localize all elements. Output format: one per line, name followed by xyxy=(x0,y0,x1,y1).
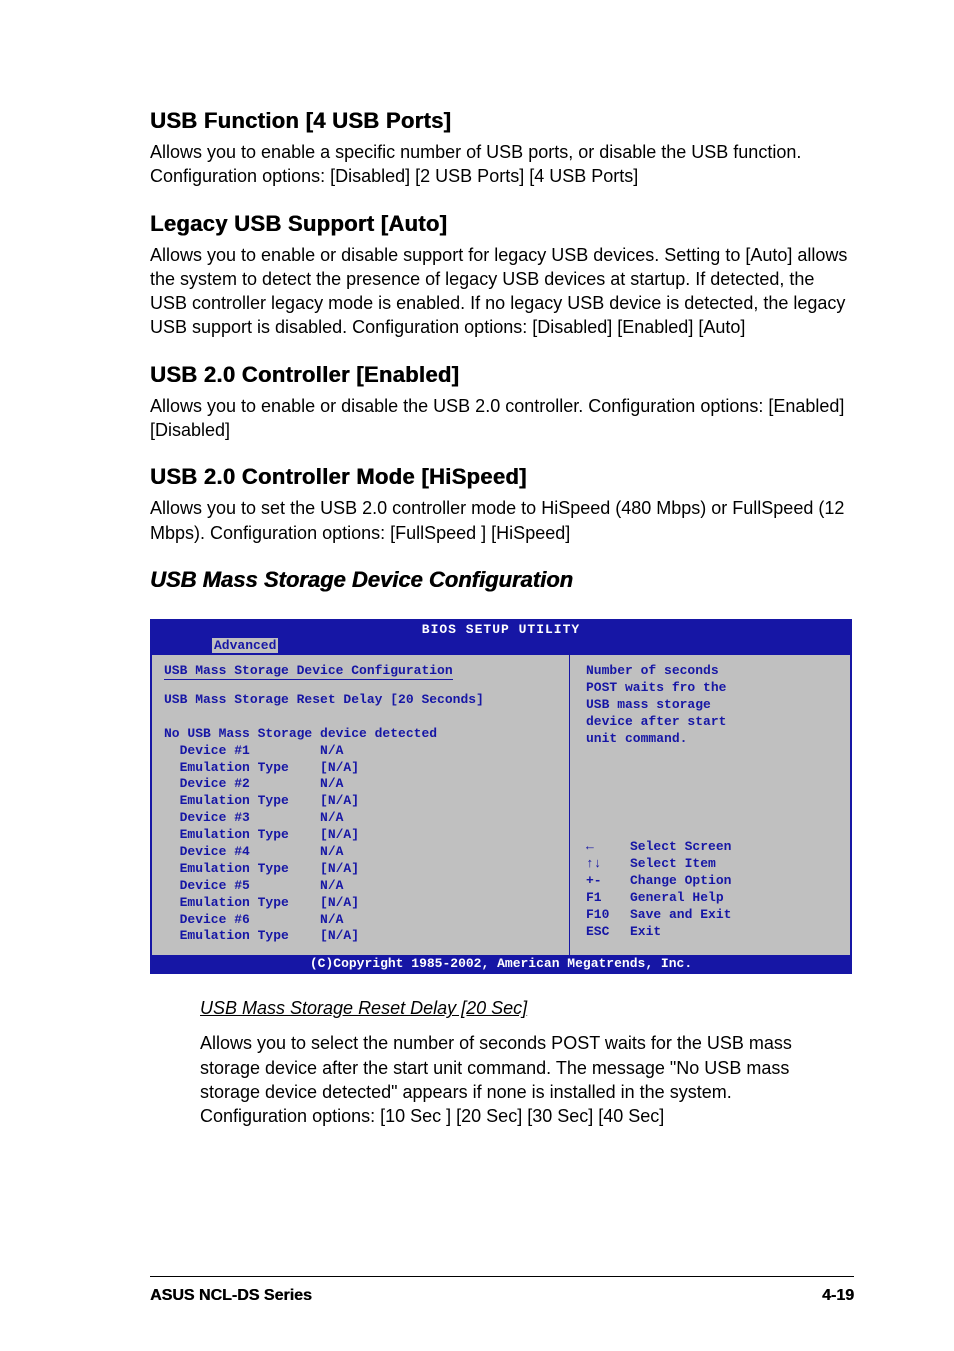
bios-device-list: Device #1 N/A Emulation Type [N/A] Devic… xyxy=(164,743,557,946)
bios-help-line: Number of seconds xyxy=(586,663,838,680)
bios-nav-key: +- xyxy=(586,873,630,890)
bios-nav-key: ESC xyxy=(586,924,630,941)
bios-right-panel: Number of secondsPOST waits fro theUSB m… xyxy=(570,655,850,955)
bios-emulation-row: Emulation Type [N/A] xyxy=(164,760,557,777)
heading-usb20-mode: USB 2.0 Controller Mode [HiSpeed] xyxy=(150,464,854,490)
document-page: USB Function [4 USB Ports] Allows you to… xyxy=(0,0,954,1351)
bios-device-row: Device #5 N/A xyxy=(164,878,557,895)
bios-tabbar: Advanced xyxy=(152,638,850,655)
bios-nav-label: Select Item xyxy=(630,856,716,873)
bios-nav-row: ←Select Screen xyxy=(586,839,838,856)
bios-help-line: unit command. xyxy=(586,731,838,748)
bios-no-device-line: No USB Mass Storage device detected xyxy=(164,726,557,743)
bios-nav-label: Exit xyxy=(630,924,661,941)
bios-device-row: Device #1 N/A xyxy=(164,743,557,760)
body-usb20-controller: Allows you to enable or disable the USB … xyxy=(150,394,854,443)
sub-body-reset-delay: Allows you to select the number of secon… xyxy=(200,1031,804,1128)
bios-nav-help: ←Select Screen↑↓Select Item+-Change Opti… xyxy=(586,839,838,940)
bios-left-panel: USB Mass Storage Device Configuration US… xyxy=(152,655,570,955)
footer-left: ASUS NCL-DS Series xyxy=(150,1287,312,1305)
bios-nav-label: Change Option xyxy=(630,873,731,890)
bios-section-title: USB Mass Storage Device Configuration xyxy=(164,663,453,680)
bios-emulation-row: Emulation Type [N/A] xyxy=(164,928,557,945)
bios-tab-advanced: Advanced xyxy=(212,638,278,653)
bios-copyright: (C)Copyright 1985-2002, American Megatre… xyxy=(152,955,850,972)
body-usb20-mode: Allows you to set the USB 2.0 controller… xyxy=(150,496,854,545)
bios-help-line: USB mass storage xyxy=(586,697,838,714)
bios-device-row: Device #6 N/A xyxy=(164,912,557,929)
bios-body: USB Mass Storage Device Configuration US… xyxy=(152,655,850,955)
bios-reset-delay-line: USB Mass Storage Reset Delay [20 Seconds… xyxy=(164,692,557,709)
heading-mass-storage: USB Mass Storage Device Configuration xyxy=(150,567,854,593)
bios-nav-label: Select Screen xyxy=(630,839,731,856)
bios-nav-row: ↑↓Select Item xyxy=(586,856,838,873)
bios-device-row: Device #2 N/A xyxy=(164,776,557,793)
body-usb-function: Allows you to enable a specific number o… xyxy=(150,140,854,189)
bios-device-row: Device #4 N/A xyxy=(164,844,557,861)
bios-emulation-row: Emulation Type [N/A] xyxy=(164,861,557,878)
bios-nav-label: General Help xyxy=(630,890,724,907)
page-footer: ASUS NCL-DS Series 4-19 xyxy=(150,1276,854,1305)
sub-heading-reset-delay: USB Mass Storage Reset Delay [20 Sec] xyxy=(200,998,854,1019)
bios-nav-row: ESCExit xyxy=(586,924,838,941)
heading-usb-function: USB Function [4 USB Ports] xyxy=(150,108,854,134)
bios-nav-label: Save and Exit xyxy=(630,907,731,924)
bios-help-line: device after start xyxy=(586,714,838,731)
bios-nav-row: F1General Help xyxy=(586,890,838,907)
bios-nav-key: F1 xyxy=(586,890,630,907)
bios-emulation-row: Emulation Type [N/A] xyxy=(164,895,557,912)
heading-legacy-usb: Legacy USB Support [Auto] xyxy=(150,211,854,237)
footer-right: 4-19 xyxy=(822,1287,854,1305)
bios-nav-key: F10 xyxy=(586,907,630,924)
bios-nav-key: ↑↓ xyxy=(586,856,630,873)
body-legacy-usb: Allows you to enable or disable support … xyxy=(150,243,854,340)
bios-emulation-row: Emulation Type [N/A] xyxy=(164,793,557,810)
bios-emulation-row: Emulation Type [N/A] xyxy=(164,827,557,844)
bios-help-line: POST waits fro the xyxy=(586,680,838,697)
bios-screenshot: BIOS SETUP UTILITY Advanced USB Mass Sto… xyxy=(150,619,852,974)
bios-nav-row: F10Save and Exit xyxy=(586,907,838,924)
bios-nav-key: ← xyxy=(586,839,630,856)
heading-usb20-controller: USB 2.0 Controller [Enabled] xyxy=(150,362,854,388)
bios-help-text: Number of secondsPOST waits fro theUSB m… xyxy=(586,663,838,747)
bios-nav-row: +-Change Option xyxy=(586,873,838,890)
bios-blank xyxy=(164,709,557,726)
bios-device-row: Device #3 N/A xyxy=(164,810,557,827)
bios-titlebar: BIOS SETUP UTILITY xyxy=(152,621,850,638)
